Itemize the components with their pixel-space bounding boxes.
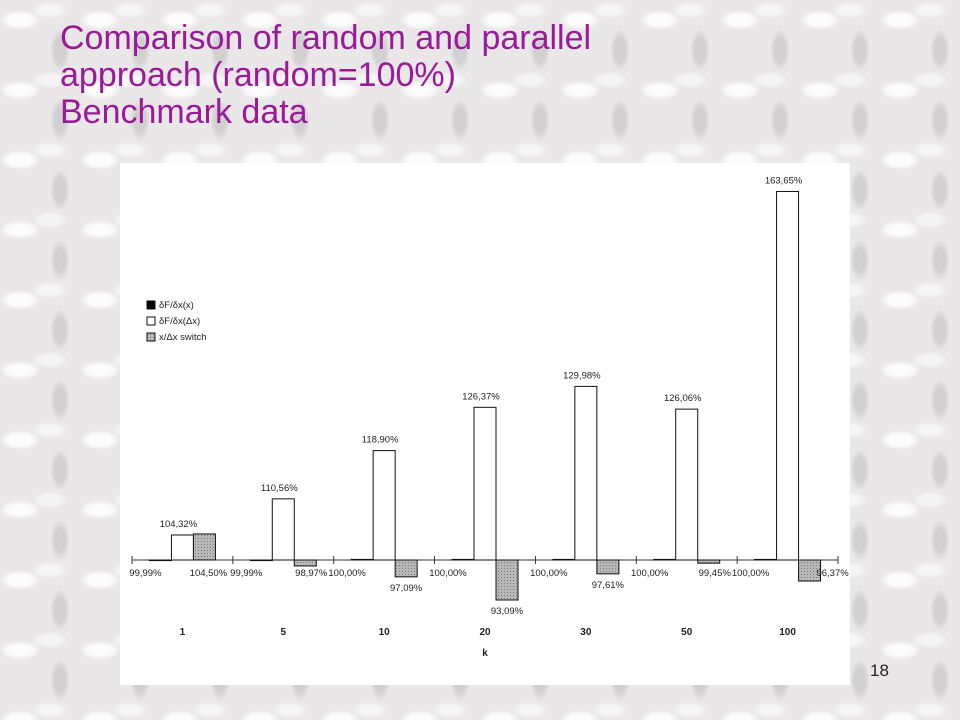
legend-swatch bbox=[146, 316, 156, 326]
bar-dfdx-x bbox=[350, 558, 374, 561]
data-label: 100,00% bbox=[429, 568, 467, 579]
category-label: 10 bbox=[379, 627, 391, 638]
data-label: 104,32% bbox=[160, 519, 198, 530]
bar-dfdx-dx bbox=[473, 406, 497, 561]
category-label: 20 bbox=[479, 627, 491, 638]
slide-title-line-2: approach (random=100%) bbox=[60, 56, 456, 94]
slide-title: Comparison of random and parallel approa… bbox=[60, 20, 591, 131]
category-label: 50 bbox=[681, 627, 693, 638]
bar-dfdx-dx bbox=[170, 534, 194, 561]
data-label: 98,97% bbox=[295, 568, 328, 579]
legend-swatch bbox=[146, 300, 156, 310]
slide-title-line-3: Benchmark data bbox=[60, 93, 308, 131]
data-label: 104,50% bbox=[190, 568, 228, 579]
slide-title-line-1: Comparison of random and parallel bbox=[60, 19, 592, 57]
data-label: 99,99% bbox=[129, 568, 162, 579]
bar-switch bbox=[495, 559, 519, 601]
bar-switch bbox=[697, 559, 721, 564]
bar-dfdx-x bbox=[148, 559, 172, 562]
data-label: 163,65% bbox=[765, 175, 803, 186]
bar-dfdx-dx bbox=[372, 450, 396, 561]
chart-panel: 99,99% 104,32% 104,50% 1 99,99% 110,56% 98,97%… bbox=[120, 163, 850, 685]
category-label: 1 bbox=[180, 627, 186, 638]
bar-dfdx-x bbox=[754, 558, 778, 561]
data-label: 97,61% bbox=[592, 580, 625, 591]
data-label: 97,09% bbox=[390, 583, 423, 594]
data-label: 110,56% bbox=[261, 483, 298, 494]
bar-dfdx-dx bbox=[675, 408, 699, 561]
bar-switch bbox=[192, 533, 216, 561]
data-label: 99,45% bbox=[699, 568, 732, 579]
legend-label: x/Δx switch bbox=[159, 332, 207, 343]
bar-switch bbox=[293, 559, 317, 567]
bar-switch bbox=[798, 559, 822, 582]
bar-switch bbox=[394, 559, 418, 578]
data-label: 100,00% bbox=[328, 568, 366, 579]
data-label: 129,98% bbox=[563, 370, 601, 381]
data-label: 100,00% bbox=[530, 568, 568, 579]
bar-switch bbox=[596, 559, 620, 575]
legend-swatch bbox=[146, 332, 156, 342]
bar-dfdx-x bbox=[451, 558, 475, 561]
legend-label: δF/δx(x) bbox=[159, 300, 194, 311]
bar-dfdx-x bbox=[249, 559, 273, 562]
data-label: 93,09% bbox=[491, 606, 524, 617]
data-label: 118,90% bbox=[362, 435, 399, 446]
category-label: 5 bbox=[281, 627, 287, 638]
category-label: 30 bbox=[580, 627, 592, 638]
x-axis-label: k bbox=[482, 648, 488, 659]
page-number: 18 bbox=[870, 661, 889, 680]
data-label: 100,00% bbox=[732, 568, 770, 579]
bar-dfdx-x bbox=[653, 558, 677, 561]
data-label: 100,00% bbox=[631, 568, 669, 579]
data-label: 99,99% bbox=[230, 568, 263, 579]
data-label: 126,06% bbox=[664, 393, 702, 404]
bar-dfdx-x bbox=[552, 558, 576, 561]
bar-chart: 99,99% 104,32% 104,50% 1 99,99% 110,56% 98,97%… bbox=[129, 175, 849, 659]
bar-dfdx-dx bbox=[574, 385, 598, 561]
category-label: 100 bbox=[779, 627, 796, 638]
data-label: 126,37% bbox=[462, 391, 500, 402]
legend-label: δF/δx(Δx) bbox=[159, 316, 200, 327]
data-label: 96,37% bbox=[816, 568, 849, 579]
bar-dfdx-dx bbox=[271, 498, 295, 561]
bar-dfdx-dx bbox=[776, 190, 800, 561]
